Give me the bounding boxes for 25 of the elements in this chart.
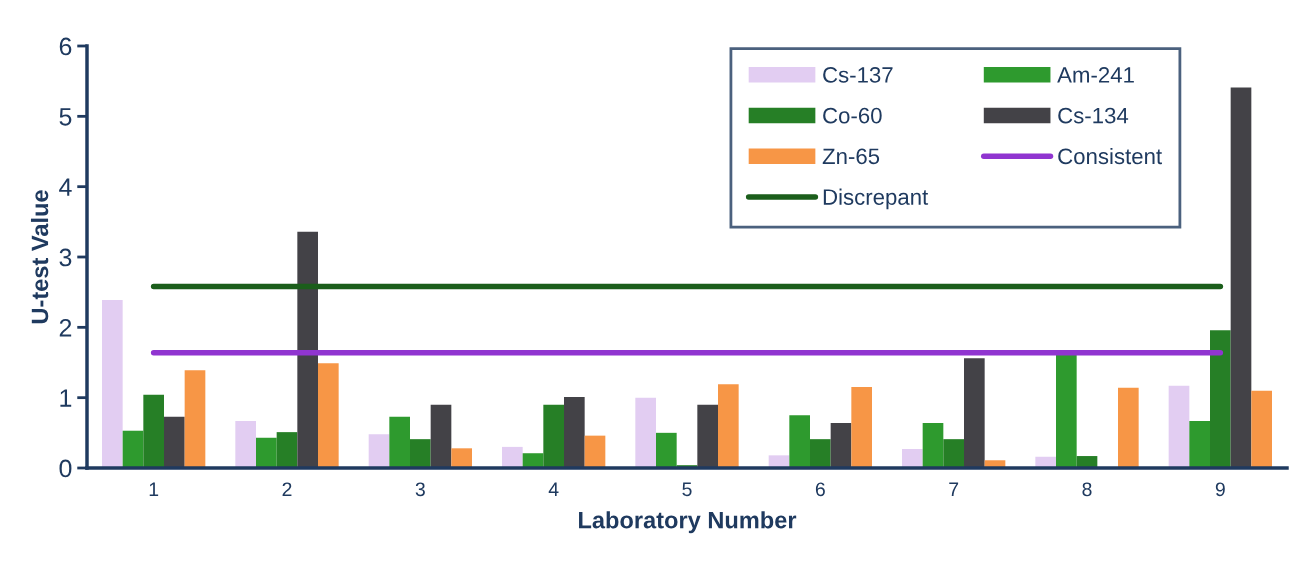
x-tick-label: 9	[1215, 482, 1225, 497]
legend-label: Cs-137	[823, 67, 893, 83]
x-tick-label: 4	[548, 482, 559, 496]
x-tick-label: 5	[682, 482, 692, 497]
x-tick-label: 3	[415, 482, 425, 497]
x-axis-title: Laboratory Number	[579, 511, 797, 534]
y-tick-label: 2	[59, 318, 72, 337]
legend-label: Zn-65	[822, 148, 880, 165]
x-tick-label: 1	[149, 482, 159, 496]
y-tick-label: 1	[60, 389, 72, 407]
legend-label: Cs-134	[1058, 107, 1129, 124]
legend-label: Consistent	[1058, 147, 1162, 165]
y-tick-label: 6	[59, 37, 72, 56]
x-tick-label: 7	[949, 482, 959, 496]
x-tick-label: 2	[282, 482, 292, 496]
y-tick-label: 0	[59, 459, 72, 478]
y-tick-label: 5	[59, 108, 72, 126]
legend-label: Am-241	[1057, 67, 1134, 83]
legend-label: Discrepant	[823, 188, 929, 210]
y-tick-label: 4	[59, 178, 72, 196]
y-axis-title: U-test Value	[30, 190, 49, 324]
x-tick-label: 6	[815, 482, 825, 497]
x-tick-label: 8	[1082, 482, 1092, 497]
y-tick-label: 3	[59, 248, 72, 267]
legend-label: Co-60	[823, 107, 882, 124]
